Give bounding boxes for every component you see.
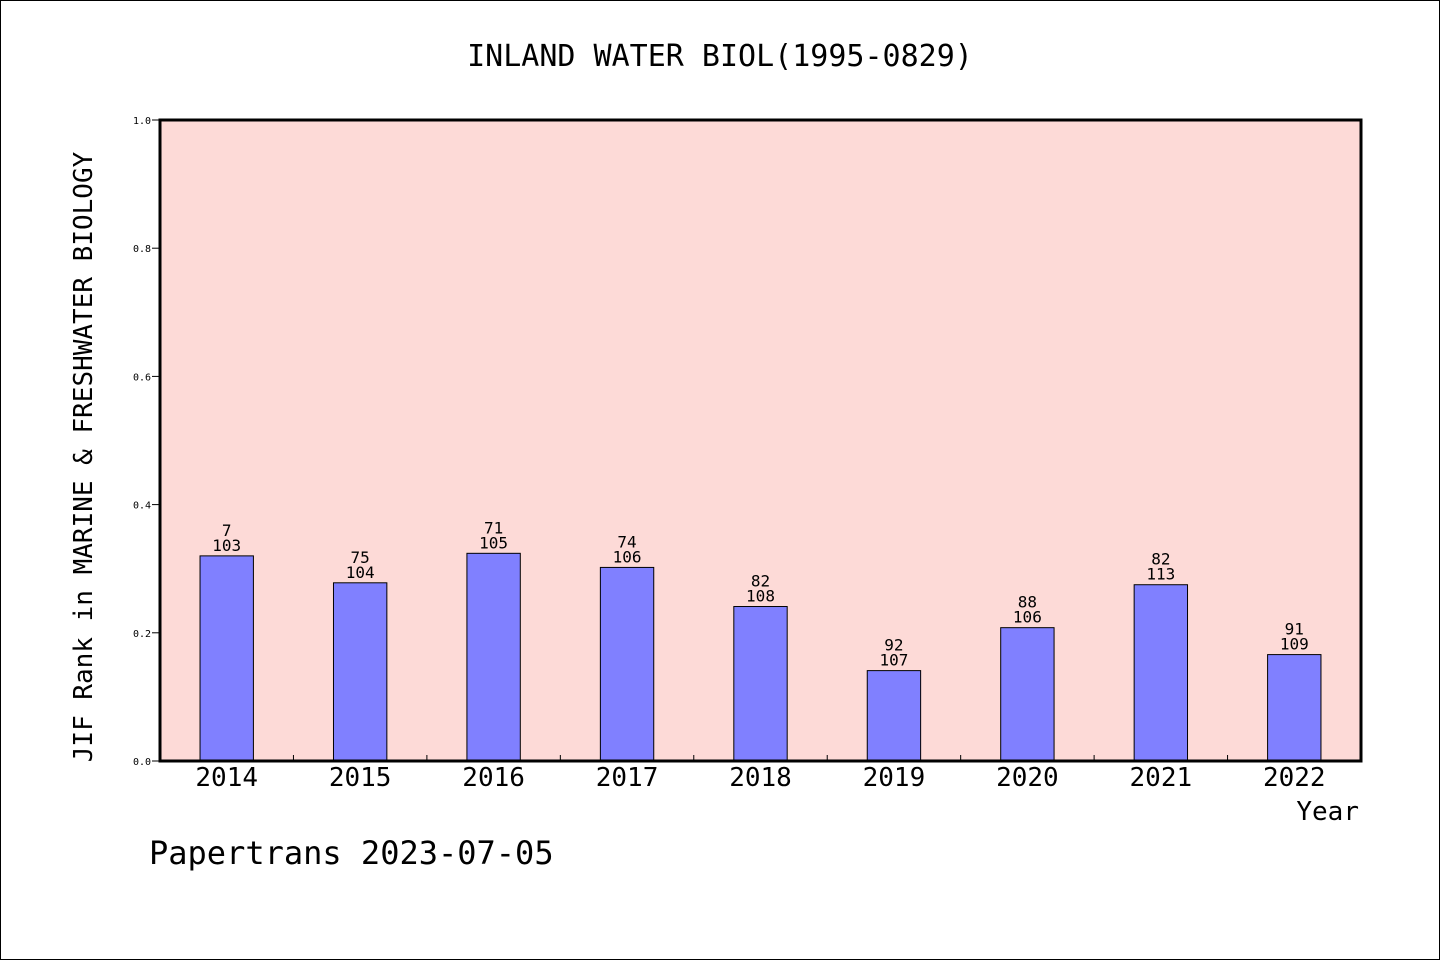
bar [332, 582, 388, 762]
bar [199, 555, 254, 762]
bar-rank-label: 88 [1018, 593, 1037, 612]
y-tick-label: 0.2 [133, 629, 151, 640]
chart-title: INLAND WATER BIOL(1995-0829) [467, 39, 973, 74]
bar-total-label: 106 [613, 547, 642, 566]
x-tick-label: 2020 [996, 763, 1059, 793]
bar [733, 606, 788, 762]
bar-total-label: 105 [479, 533, 508, 552]
bars [199, 552, 1322, 762]
x-tick-label: 2014 [195, 763, 258, 793]
x-tick-label: 2017 [596, 763, 659, 793]
bar-rank-label: 7 [222, 521, 232, 540]
y-tick-label: 1.0 [133, 116, 151, 127]
bar-total-label: 113 [1146, 565, 1175, 584]
bar-total-label: 104 [346, 563, 375, 582]
x-axis-label: Year [1296, 797, 1359, 827]
bar-total-label: 106 [1013, 608, 1042, 627]
bar-rank-label: 71 [484, 518, 503, 537]
bar-rank-label: 91 [1285, 620, 1304, 639]
footer-text: Papertrans 2023-07-05 [149, 834, 554, 872]
bar [1267, 654, 1322, 762]
y-tick-label: 0.6 [133, 372, 151, 383]
y-axis-label: JIF Rank in MARINE & FRESHWATER BIOLOGY [69, 151, 99, 762]
bar [1000, 627, 1055, 762]
bar [866, 670, 922, 762]
bar-rank-label: 92 [884, 636, 903, 655]
bar-total-label: 109 [1280, 635, 1309, 654]
bar-total-label: 108 [746, 587, 775, 606]
bar-rank-label: 82 [751, 572, 770, 591]
x-tick-label: 2022 [1263, 763, 1326, 793]
bar-total-label: 103 [212, 536, 241, 555]
x-tick-label: 2021 [1130, 763, 1193, 793]
bar-total-label: 107 [879, 651, 908, 670]
y-tick-label: 0.0 [133, 757, 151, 768]
x-tick-label: 2016 [462, 763, 525, 793]
bar-rank-label: 82 [1151, 550, 1170, 569]
x-tick-label: 2015 [329, 763, 392, 793]
bar [599, 566, 655, 762]
y-tick-label: 0.8 [133, 244, 151, 255]
bar [1133, 584, 1189, 762]
plot-frame [158, 118, 1363, 763]
x-tick-label: 2019 [863, 763, 926, 793]
bar-rank-label: 74 [617, 532, 636, 551]
x-tick-label: 2018 [729, 763, 792, 793]
x-axis: 2014 2015 2016 2017 2018 2019 2020 2021 2022 [195, 755, 1326, 793]
y-tick-label: 0.4 [133, 501, 151, 512]
bar-rank-label: 75 [351, 548, 370, 567]
bar [466, 552, 521, 762]
